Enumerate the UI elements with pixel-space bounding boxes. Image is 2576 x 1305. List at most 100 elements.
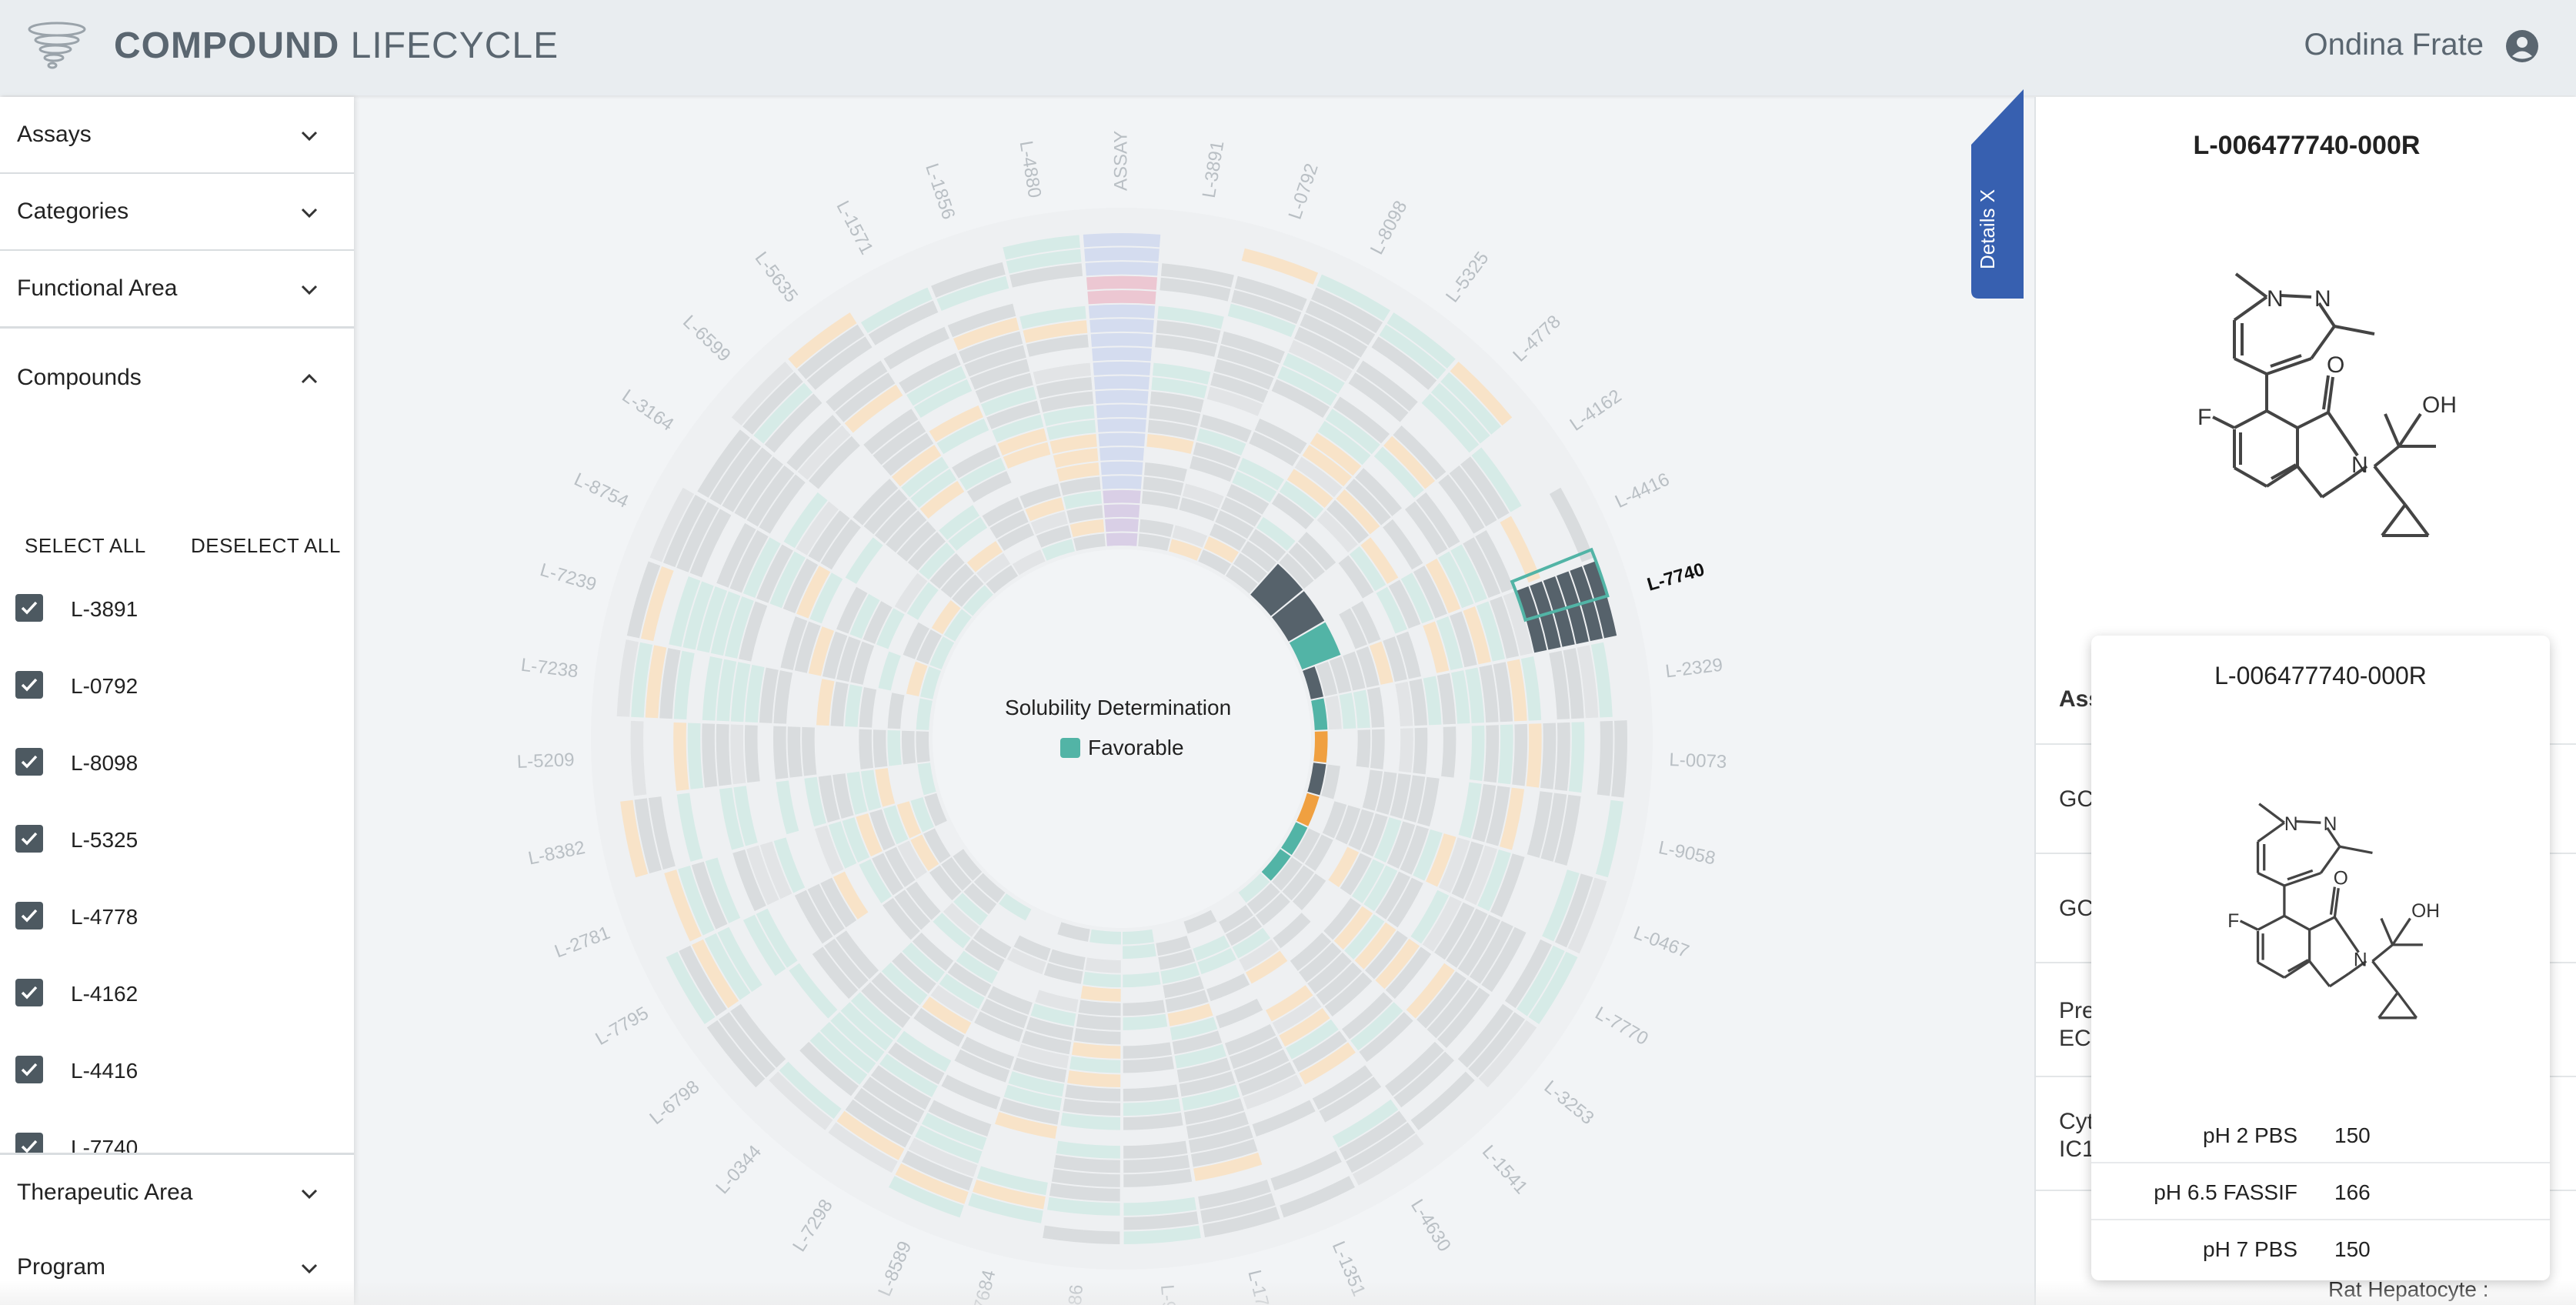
heat-cell[interactable] [734, 456, 783, 519]
heat-cell[interactable] [705, 857, 741, 923]
heat-cell[interactable] [1216, 998, 1263, 1029]
heat-cell[interactable] [1206, 386, 1263, 416]
heat-cell[interactable] [969, 359, 1030, 390]
heat-cell[interactable] [1317, 420, 1371, 466]
heat-cell[interactable] [953, 317, 1019, 351]
heat-cell[interactable] [1039, 391, 1094, 412]
compound-checkbox-row[interactable]: L-5325 [0, 816, 354, 862]
heat-cell[interactable] [745, 664, 765, 723]
heat-cell[interactable] [1271, 379, 1330, 419]
heat-cell[interactable] [999, 1098, 1060, 1125]
compound-axis-label[interactable]: L-4162 [1567, 385, 1626, 436]
heat-cell[interactable] [1123, 1154, 1190, 1173]
heat-cell[interactable] [746, 845, 779, 906]
checkbox-checked[interactable] [15, 594, 43, 622]
heat-cell[interactable] [1298, 942, 1342, 983]
heat-cell[interactable] [906, 365, 966, 406]
heat-cell[interactable] [820, 877, 857, 928]
heat-cell[interactable] [1403, 775, 1426, 823]
heat-cell[interactable] [859, 859, 893, 903]
accordion-functional-area[interactable]: Functional Area [0, 251, 354, 329]
accordion-therapeutic-area[interactable]: Therapeutic Area [0, 1153, 354, 1233]
heat-cell[interactable] [1417, 776, 1440, 827]
heat-cell[interactable] [1373, 817, 1402, 863]
solubility-cell[interactable] [1261, 849, 1291, 881]
heat-cell[interactable] [704, 933, 751, 1000]
heat-cell[interactable] [806, 336, 873, 390]
heat-cell[interactable] [836, 1110, 905, 1160]
heat-cell[interactable] [1097, 419, 1146, 432]
heat-cell[interactable] [1323, 897, 1361, 940]
heat-cell[interactable] [896, 1030, 952, 1073]
compound-axis-label[interactable]: L-2781 [552, 923, 612, 963]
heat-cell[interactable] [1203, 536, 1239, 563]
heat-cell[interactable] [966, 471, 1012, 503]
compound-axis-label[interactable]: L-8589 [874, 1238, 916, 1299]
compound-axis-label[interactable]: L-1351 [1328, 1238, 1370, 1299]
heat-cell[interactable] [1293, 828, 1320, 863]
heat-cell[interactable] [729, 530, 769, 593]
heat-cell[interactable] [883, 897, 920, 940]
heat-cell[interactable] [1198, 549, 1232, 576]
compound-axis-label[interactable]: L-0467 [1630, 923, 1691, 963]
heat-cell[interactable] [1336, 489, 1380, 535]
heat-cell[interactable] [980, 998, 1028, 1029]
heat-cell[interactable] [879, 1053, 938, 1097]
heat-cell[interactable] [1497, 724, 1513, 785]
heat-cell[interactable] [1088, 304, 1156, 319]
heat-cell[interactable] [1160, 963, 1200, 984]
heat-cell[interactable] [1373, 446, 1424, 499]
heat-cell[interactable] [1073, 533, 1106, 552]
heat-cell[interactable] [679, 945, 727, 1016]
heat-cell[interactable] [1036, 377, 1093, 399]
heat-cell[interactable] [910, 469, 957, 509]
heat-cell[interactable] [1225, 565, 1258, 594]
compound-axis-label[interactable]: L-0344 [712, 1141, 766, 1198]
heat-cell[interactable] [769, 1071, 833, 1130]
heat-cell[interactable] [1316, 510, 1358, 552]
heat-cell[interactable] [796, 501, 839, 556]
heat-cell[interactable] [1430, 382, 1490, 444]
heat-cell[interactable] [1554, 794, 1581, 866]
heat-cell[interactable] [903, 622, 929, 659]
heat-cell[interactable] [844, 384, 903, 433]
heat-cell[interactable] [1239, 939, 1280, 971]
heat-cell[interactable] [1106, 532, 1138, 546]
heat-cell[interactable] [943, 903, 979, 937]
heat-cell[interactable] [1307, 952, 1352, 994]
heat-cell[interactable] [881, 962, 928, 1006]
heat-cell[interactable] [722, 447, 772, 512]
heat-cell[interactable] [999, 893, 1032, 921]
heat-cell[interactable] [733, 786, 758, 846]
heat-cell[interactable] [1438, 551, 1474, 609]
heat-cell[interactable] [1438, 474, 1485, 534]
heat-cell[interactable] [1103, 504, 1140, 518]
heat-cell[interactable] [692, 939, 739, 1009]
heat-cell[interactable] [873, 420, 926, 466]
heat-cell[interactable] [941, 1074, 1001, 1110]
heat-cell[interactable] [868, 300, 939, 345]
heat-cell[interactable] [1344, 914, 1385, 960]
heat-cell[interactable] [1386, 821, 1416, 869]
heat-cell[interactable] [1375, 938, 1420, 990]
heat-cell[interactable] [773, 726, 789, 779]
heat-cell[interactable] [702, 656, 723, 721]
heat-cell[interactable] [959, 331, 1023, 364]
heat-cell[interactable] [1123, 1225, 1201, 1244]
heat-cell[interactable] [1319, 1076, 1382, 1123]
heat-cell[interactable] [724, 596, 754, 659]
compound-checkbox-row[interactable]: L-8098 [0, 739, 354, 785]
heat-cell[interactable] [1046, 419, 1096, 440]
heat-cell[interactable] [997, 523, 1035, 551]
heat-cell[interactable] [716, 659, 737, 722]
heat-cell[interactable] [779, 1061, 842, 1120]
heat-cell[interactable] [1019, 305, 1086, 329]
heat-cell[interactable] [954, 1049, 1010, 1083]
heat-cell[interactable] [691, 861, 728, 930]
heat-cell[interactable] [1272, 857, 1303, 891]
heat-cell[interactable] [1299, 1042, 1356, 1085]
heat-cell[interactable] [796, 566, 831, 619]
heat-cell[interactable] [1390, 773, 1411, 819]
heat-cell[interactable] [808, 626, 835, 676]
heat-cell[interactable] [702, 723, 718, 788]
